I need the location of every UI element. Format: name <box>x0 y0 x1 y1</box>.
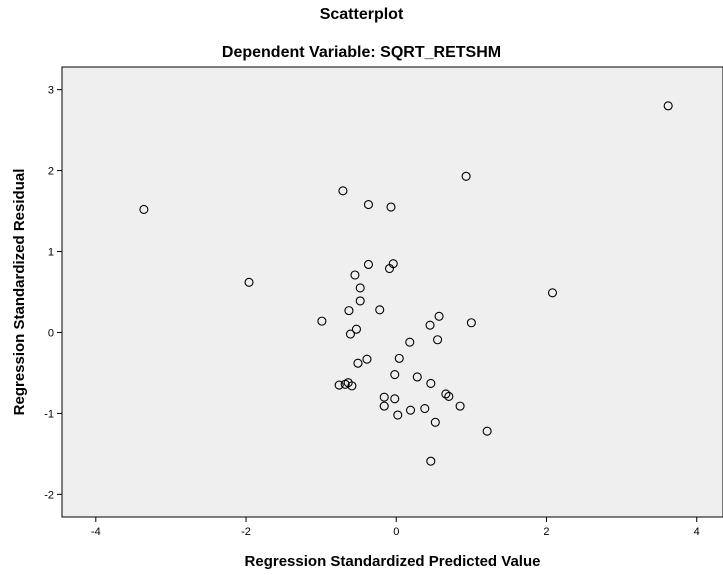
scatter-point <box>345 329 355 339</box>
scatter-point <box>394 353 404 363</box>
scatter-point <box>350 270 360 280</box>
plot-area <box>61 66 723 518</box>
scatter-point <box>433 335 443 345</box>
scatter-point <box>363 259 374 270</box>
scatter-point <box>375 305 385 315</box>
scatter-point <box>461 171 471 181</box>
scatter-point <box>139 204 149 214</box>
data-points <box>139 101 673 466</box>
scatter-point <box>420 403 430 414</box>
scatter-point <box>426 456 436 466</box>
scatter-point <box>405 337 415 347</box>
scatter-point <box>390 370 400 380</box>
chart-subtitle: Dependent Variable: SQRT_RETSHM <box>221 44 502 61</box>
y-tick-label: -1 <box>44 408 54 420</box>
scatter-point <box>393 410 403 420</box>
scatter-point <box>317 316 327 326</box>
y-tick-label: -2 <box>44 489 54 501</box>
y-axis-title: Regression Standardized Residual <box>11 169 28 416</box>
scatter-point <box>426 378 436 389</box>
scatter-point <box>351 324 361 334</box>
scatter-point <box>547 288 558 298</box>
scatter-point <box>355 283 365 293</box>
scatter-point <box>363 200 374 210</box>
scatter-point <box>455 401 465 411</box>
scatter-point <box>244 277 254 287</box>
y-tick-label: 0 <box>48 327 54 339</box>
scatter-point <box>379 401 389 411</box>
y-tick-label: 3 <box>48 85 54 97</box>
scatter-point <box>362 354 372 364</box>
x-tick-label: 2 <box>543 526 549 538</box>
x-tick-label: 0 <box>393 526 399 538</box>
scatter-point <box>663 101 673 111</box>
x-axis-title: Regression Standardized Predicted Value <box>245 553 541 570</box>
scatter-point <box>338 186 348 196</box>
y-tick-label: 2 <box>48 166 54 178</box>
scatter-point <box>466 318 476 328</box>
chart-title: Scatterplot <box>319 6 404 23</box>
axis-ticks: -4 -2 0 2 4 -2 -1 0 1 2 3 <box>44 85 700 538</box>
scatter-point <box>355 296 365 306</box>
scatter-point <box>334 380 344 390</box>
scatter-point <box>353 358 363 368</box>
scatter-point <box>384 263 395 274</box>
scatter-point <box>347 381 357 391</box>
scatter-point <box>425 320 435 330</box>
x-tick-label: 4 <box>694 526 700 538</box>
scatter-point <box>441 389 451 399</box>
scatter-point <box>412 372 422 382</box>
scatter-point <box>444 391 454 401</box>
scatter-point <box>430 417 440 427</box>
scatter-point <box>386 202 396 212</box>
scatter-point <box>482 426 492 436</box>
x-tick-label: -2 <box>241 526 251 538</box>
x-tick-label: -4 <box>91 526 101 538</box>
scatter-point <box>434 311 444 321</box>
scatter-point <box>405 405 416 415</box>
scatter-point <box>390 394 400 404</box>
scatter-point <box>344 306 354 316</box>
scatter-point <box>379 392 389 402</box>
y-tick-label: 1 <box>48 247 54 259</box>
